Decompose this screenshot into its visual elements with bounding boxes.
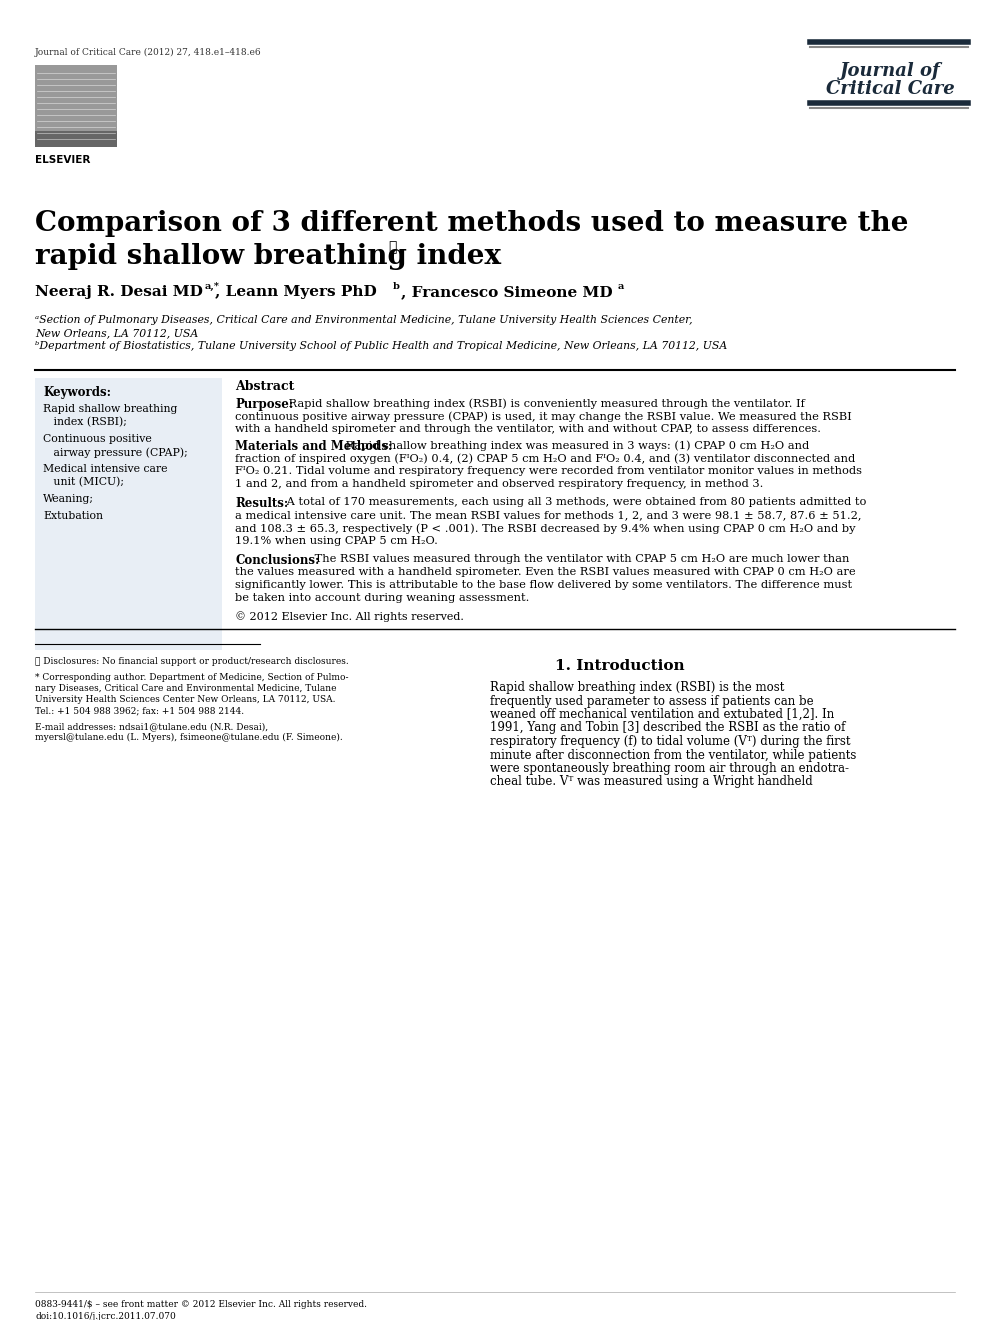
Text: minute after disconnection from the ventilator, while patients: minute after disconnection from the vent… — [490, 748, 856, 762]
Text: doi:10.1016/j.jcrc.2011.07.070: doi:10.1016/j.jcrc.2011.07.070 — [35, 1312, 176, 1320]
Text: © 2012 Elsevier Inc. All rights reserved.: © 2012 Elsevier Inc. All rights reserved… — [235, 611, 464, 622]
Text: Tel.: +1 504 988 3962; fax: +1 504 988 2144.: Tel.: +1 504 988 3962; fax: +1 504 988 2… — [35, 706, 245, 715]
Text: the values measured with a handheld spirometer. Even the RSBI values measured wi: the values measured with a handheld spir… — [235, 568, 855, 577]
Text: be taken into account during weaning assessment.: be taken into account during weaning ass… — [235, 593, 530, 603]
Text: rapid shallow breathing index: rapid shallow breathing index — [35, 243, 501, 271]
Text: Rapid shallow breathing index was measured in 3 ways: (1) CPAP 0 cm H₂O and: Rapid shallow breathing index was measur… — [342, 440, 809, 450]
Text: cheal tube. Vᵀ was measured using a Wright handheld: cheal tube. Vᵀ was measured using a Wrig… — [490, 776, 813, 788]
Text: , Leann Myers PhD: , Leann Myers PhD — [215, 285, 377, 300]
Text: Critical Care: Critical Care — [826, 81, 954, 98]
Text: a medical intensive care unit. The mean RSBI values for methods 1, 2, and 3 were: a medical intensive care unit. The mean … — [235, 510, 861, 520]
Text: continuous positive airway pressure (CPAP) is used, it may change the RSBI value: continuous positive airway pressure (CPA… — [235, 411, 851, 421]
Text: 1. Introduction: 1. Introduction — [555, 659, 685, 673]
Text: Results:: Results: — [235, 498, 288, 510]
Text: Comparison of 3 different methods used to measure the: Comparison of 3 different methods used t… — [35, 210, 909, 238]
Text: Keywords:: Keywords: — [43, 385, 111, 399]
Text: Purpose:: Purpose: — [235, 399, 293, 411]
Text: Weaning;: Weaning; — [43, 494, 94, 504]
FancyBboxPatch shape — [35, 378, 222, 649]
Text: , Francesco Simeone MD: , Francesco Simeone MD — [401, 285, 613, 300]
Text: 1991, Yang and Tobin [3] described the RSBI as the ratio of: 1991, Yang and Tobin [3] described the R… — [490, 722, 845, 734]
Text: Continuous positive: Continuous positive — [43, 434, 151, 444]
Text: a: a — [618, 282, 625, 290]
Text: Medical intensive care: Medical intensive care — [43, 465, 167, 474]
Text: fraction of inspired oxygen (FᴵO₂) 0.4, (2) CPAP 5 cm H₂O and FᴵO₂ 0.4, and (3) : fraction of inspired oxygen (FᴵO₂) 0.4, … — [235, 453, 855, 463]
Text: 1 and 2, and from a handheld spirometer and observed respiratory frequency, in m: 1 and 2, and from a handheld spirometer … — [235, 479, 763, 488]
Text: Journal of: Journal of — [840, 62, 940, 81]
Text: Rapid shallow breathing index (RSBI) is conveniently measured through the ventil: Rapid shallow breathing index (RSBI) is … — [285, 399, 805, 409]
Text: ᵇDepartment of Biostatistics, Tulane University School of Public Health and Trop: ᵇDepartment of Biostatistics, Tulane Uni… — [35, 341, 728, 351]
Text: b: b — [393, 282, 400, 290]
Text: nary Diseases, Critical Care and Environmental Medicine, Tulane: nary Diseases, Critical Care and Environ… — [35, 684, 337, 693]
Text: E-mail addresses: ndsai1@tulane.edu (N.R. Desai),: E-mail addresses: ndsai1@tulane.edu (N.R… — [35, 722, 268, 731]
Text: ☆: ☆ — [388, 240, 396, 253]
Text: The RSBI values measured through the ventilator with CPAP 5 cm H₂O are much lowe: The RSBI values measured through the ven… — [311, 554, 849, 564]
Text: FᴵO₂ 0.21. Tidal volume and respiratory frequency were recorded from ventilator : FᴵO₂ 0.21. Tidal volume and respiratory … — [235, 466, 862, 477]
Bar — [35, 131, 117, 147]
Text: Journal of Critical Care (2012) 27, 418.e1–418.e6: Journal of Critical Care (2012) 27, 418.… — [35, 48, 261, 57]
Text: airway pressure (CPAP);: airway pressure (CPAP); — [43, 447, 188, 458]
Text: with a handheld spirometer and through the ventilator, with and without CPAP, to: with a handheld spirometer and through t… — [235, 424, 821, 434]
Bar — [35, 65, 117, 147]
Text: Conclusions:: Conclusions: — [235, 554, 320, 568]
Text: A total of 170 measurements, each using all 3 methods, were obtained from 80 pat: A total of 170 measurements, each using … — [283, 498, 866, 507]
Text: Neeraj R. Desai MD: Neeraj R. Desai MD — [35, 285, 203, 300]
Text: were spontaneously breathing room air through an endotra-: were spontaneously breathing room air th… — [490, 762, 849, 775]
Text: 19.1% when using CPAP 5 cm H₂O.: 19.1% when using CPAP 5 cm H₂O. — [235, 536, 438, 546]
Text: significantly lower. This is attributable to the base flow delivered by some ven: significantly lower. This is attributabl… — [235, 579, 852, 590]
Text: Abstract: Abstract — [235, 380, 294, 393]
Text: Rapid shallow breathing: Rapid shallow breathing — [43, 404, 177, 414]
Text: ELSEVIER: ELSEVIER — [35, 154, 90, 165]
Text: University Health Sciences Center New Orleans, LA 70112, USA.: University Health Sciences Center New Or… — [35, 696, 336, 704]
Text: ☆ Disclosures: No financial support or product/research disclosures.: ☆ Disclosures: No financial support or p… — [35, 657, 348, 667]
Text: and 108.3 ± 65.3, respectively (P < .001). The RSBI decreased by 9.4% when using: and 108.3 ± 65.3, respectively (P < .001… — [235, 523, 855, 533]
Text: unit (MICU);: unit (MICU); — [43, 477, 124, 487]
Text: 0883-9441/$ – see front matter © 2012 Elsevier Inc. All rights reserved.: 0883-9441/$ – see front matter © 2012 El… — [35, 1300, 367, 1309]
Text: myersl@tulane.edu (L. Myers), fsimeone@tulane.edu (F. Simeone).: myersl@tulane.edu (L. Myers), fsimeone@t… — [35, 733, 343, 742]
Text: respiratory frequency (f) to tidal volume (Vᵀ) during the first: respiratory frequency (f) to tidal volum… — [490, 735, 850, 748]
Text: frequently used parameter to assess if patients can be: frequently used parameter to assess if p… — [490, 694, 814, 708]
Text: ᵃSection of Pulmonary Diseases, Critical Care and Environmental Medicine, Tulane: ᵃSection of Pulmonary Diseases, Critical… — [35, 315, 693, 325]
Text: Rapid shallow breathing index (RSBI) is the most: Rapid shallow breathing index (RSBI) is … — [490, 681, 784, 694]
Text: Extubation: Extubation — [43, 511, 103, 521]
Text: weaned off mechanical ventilation and extubated [1,2]. In: weaned off mechanical ventilation and ex… — [490, 708, 835, 721]
Text: index (RSBI);: index (RSBI); — [43, 417, 127, 428]
Text: Materials and Methods:: Materials and Methods: — [235, 440, 392, 453]
Text: * Corresponding author. Department of Medicine, Section of Pulmo-: * Corresponding author. Department of Me… — [35, 673, 348, 682]
Text: a,*: a,* — [205, 282, 220, 290]
Text: New Orleans, LA 70112, USA: New Orleans, LA 70112, USA — [35, 327, 198, 338]
